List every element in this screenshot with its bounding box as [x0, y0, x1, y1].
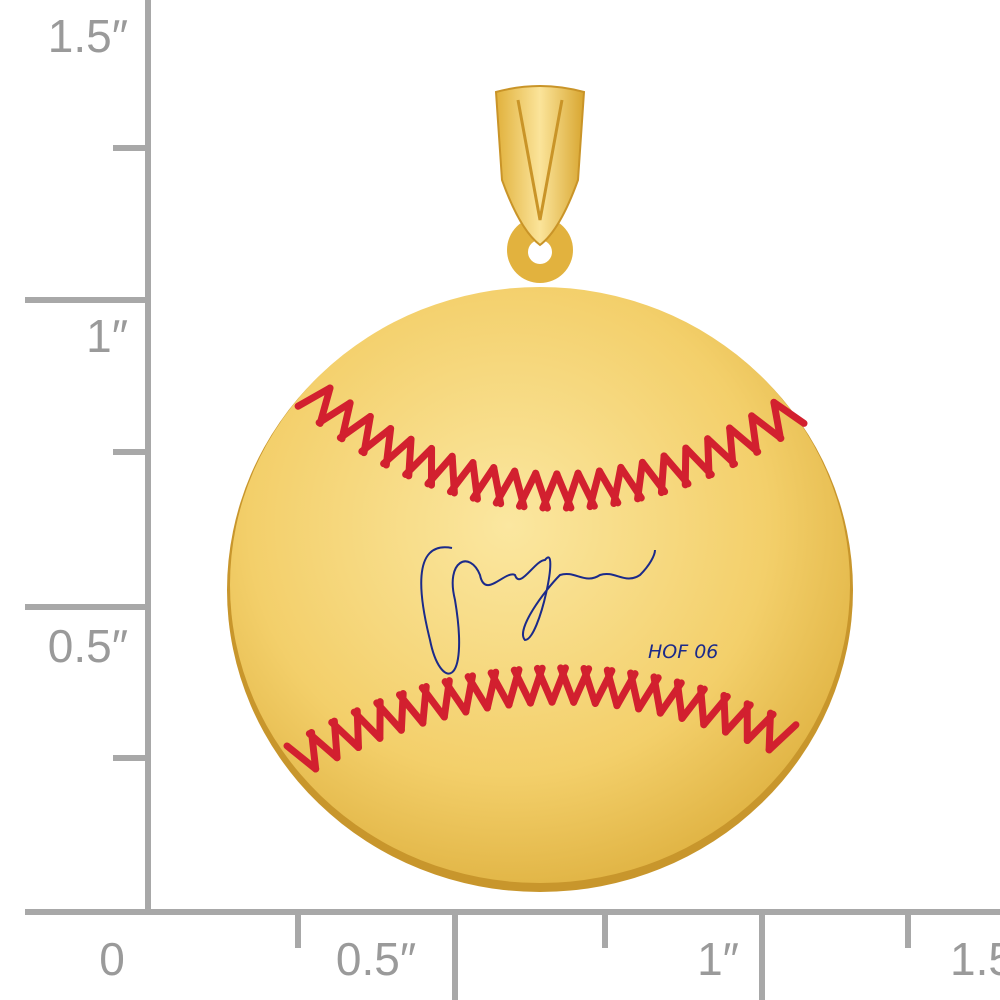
stitch — [510, 666, 534, 707]
stitch — [446, 459, 477, 496]
stitch — [336, 412, 374, 442]
bail-detail — [516, 99, 564, 221]
ruler-label: 1.5″ — [48, 10, 128, 62]
stitch — [294, 384, 334, 410]
stitch — [350, 708, 384, 742]
stitch — [283, 742, 320, 773]
jump-ring-hole — [528, 240, 552, 264]
stitch — [627, 669, 643, 713]
ruler-label: 0 — [99, 933, 125, 985]
stitch — [315, 399, 354, 427]
stitch — [748, 412, 761, 456]
ruler-label: 0.5″ — [48, 620, 128, 672]
stitch — [657, 452, 668, 497]
stitch — [673, 678, 686, 722]
stitch — [748, 412, 785, 442]
stitch — [395, 691, 427, 727]
stitch — [402, 444, 436, 478]
pendant: HOF 06 — [227, 85, 853, 892]
stitch — [770, 398, 784, 442]
stitch — [424, 452, 456, 488]
stitch — [533, 664, 556, 706]
ruler: 1.5″ 1″ 0.5″ 0 0.5″ 1″ 1.5 — [25, 0, 1000, 1000]
stitch — [557, 664, 578, 706]
stitch — [305, 730, 341, 762]
stitch — [562, 469, 582, 512]
bail — [494, 85, 586, 247]
ruler-label: 1″ — [697, 933, 739, 985]
stitch — [580, 664, 599, 707]
stitch — [328, 718, 362, 752]
stitch — [586, 467, 603, 511]
stitch — [770, 398, 808, 427]
stitch — [720, 691, 730, 736]
ruler-label: 1.5 — [950, 933, 1000, 985]
stitch — [358, 425, 395, 455]
signature — [420, 546, 656, 675]
ruler-label: 1″ — [86, 310, 128, 362]
stitch — [469, 464, 498, 502]
stitch — [441, 678, 470, 716]
stitch — [492, 467, 519, 507]
stitch — [650, 673, 664, 717]
stitch — [418, 684, 448, 721]
stitch — [539, 470, 561, 512]
stitch — [380, 435, 415, 468]
stitch — [515, 469, 540, 510]
stitch — [487, 669, 513, 709]
stitch — [634, 458, 646, 503]
stitch — [765, 721, 800, 754]
stitch — [603, 666, 621, 710]
inscription: HOF 06 — [648, 641, 718, 663]
stitch — [765, 709, 774, 754]
pendant-face — [230, 287, 850, 883]
stitches — [283, 384, 808, 773]
stitch — [726, 424, 737, 469]
ruler-label: 0.5″ — [336, 933, 416, 985]
stitch — [697, 684, 708, 729]
stitch — [464, 673, 491, 712]
stitch — [610, 463, 625, 507]
stitch — [681, 444, 690, 489]
stitch — [373, 699, 405, 734]
stitch — [704, 435, 713, 480]
